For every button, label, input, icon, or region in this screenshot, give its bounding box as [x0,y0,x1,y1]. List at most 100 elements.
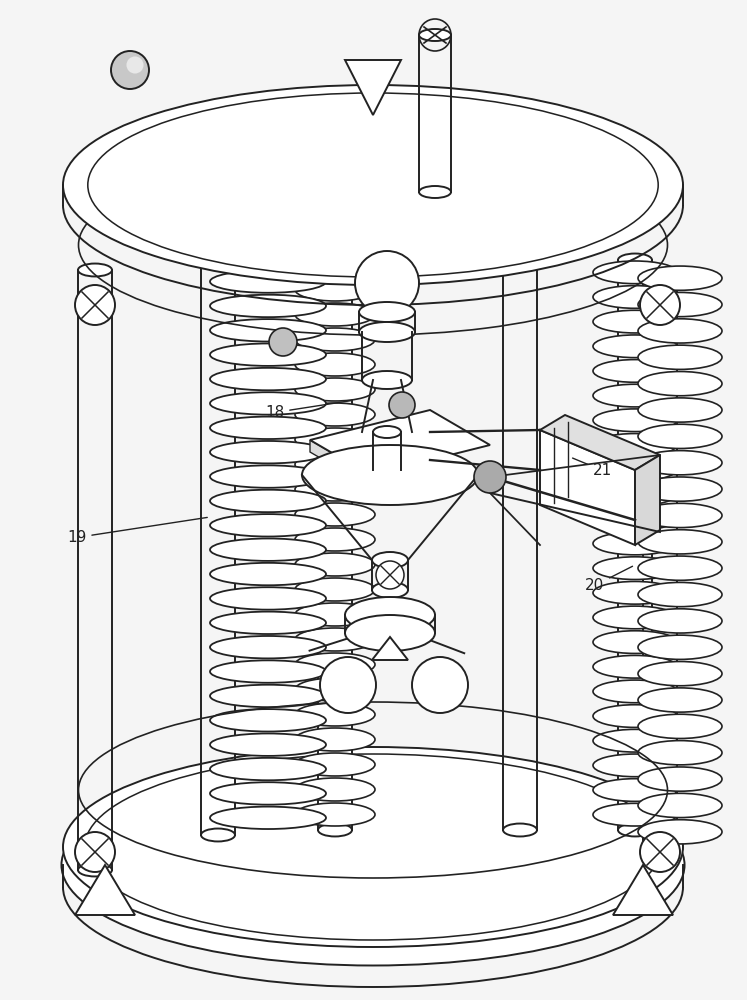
Ellipse shape [295,503,375,526]
Ellipse shape [593,360,677,382]
Text: 21: 21 [572,458,613,478]
Ellipse shape [593,729,677,752]
Ellipse shape [359,302,415,322]
Ellipse shape [295,253,375,276]
Ellipse shape [345,597,435,633]
Ellipse shape [638,556,722,580]
Polygon shape [345,60,401,115]
Ellipse shape [638,741,722,765]
Ellipse shape [210,368,326,390]
Ellipse shape [302,445,478,505]
Ellipse shape [593,409,677,432]
Ellipse shape [593,779,677,801]
Ellipse shape [295,353,375,376]
Ellipse shape [318,824,352,836]
Ellipse shape [210,514,326,537]
Ellipse shape [638,372,722,396]
Ellipse shape [61,764,684,966]
Polygon shape [540,430,635,545]
Ellipse shape [593,631,677,653]
Polygon shape [635,455,660,545]
Ellipse shape [210,709,326,732]
Ellipse shape [638,451,722,475]
Ellipse shape [638,345,722,369]
Ellipse shape [210,563,326,585]
Ellipse shape [63,747,683,947]
Ellipse shape [593,606,677,629]
Circle shape [355,251,419,315]
Ellipse shape [593,261,677,284]
Ellipse shape [638,292,722,317]
Ellipse shape [638,530,722,554]
Ellipse shape [295,553,375,576]
Ellipse shape [593,803,677,826]
Ellipse shape [210,417,326,439]
Ellipse shape [295,753,375,776]
Ellipse shape [638,635,722,659]
Circle shape [640,832,680,872]
Ellipse shape [593,286,677,308]
Polygon shape [310,410,490,475]
Ellipse shape [295,678,375,701]
Ellipse shape [210,685,326,707]
Ellipse shape [295,403,375,426]
Ellipse shape [372,552,408,568]
Circle shape [269,328,297,356]
Ellipse shape [295,778,375,801]
Ellipse shape [593,705,677,727]
Ellipse shape [638,767,722,791]
Ellipse shape [210,343,326,366]
Ellipse shape [201,829,235,841]
Circle shape [75,285,115,325]
Ellipse shape [638,688,722,712]
Ellipse shape [638,714,722,738]
Ellipse shape [210,807,326,829]
Ellipse shape [359,322,415,342]
Text: 18: 18 [265,400,353,420]
Ellipse shape [210,246,326,268]
Ellipse shape [638,609,722,633]
Ellipse shape [210,612,326,634]
Ellipse shape [210,538,326,561]
Ellipse shape [593,483,677,506]
Ellipse shape [593,335,677,358]
Ellipse shape [295,578,375,601]
Ellipse shape [295,328,375,351]
Ellipse shape [362,371,412,389]
Ellipse shape [78,864,112,876]
Circle shape [111,51,149,89]
Circle shape [389,392,415,418]
Text: 20: 20 [585,566,633,593]
Ellipse shape [295,428,375,451]
Ellipse shape [638,319,722,343]
Ellipse shape [593,310,677,333]
Ellipse shape [210,587,326,610]
Polygon shape [310,440,370,487]
Ellipse shape [210,758,326,780]
Ellipse shape [593,384,677,407]
Polygon shape [75,865,135,915]
Ellipse shape [63,85,683,285]
Ellipse shape [210,270,326,293]
Ellipse shape [210,490,326,512]
Ellipse shape [295,378,375,401]
Ellipse shape [638,266,722,290]
Ellipse shape [210,660,326,683]
Ellipse shape [210,465,326,488]
Ellipse shape [419,29,451,41]
Ellipse shape [210,295,326,317]
Ellipse shape [210,733,326,756]
Text: 19: 19 [67,517,207,545]
Ellipse shape [295,603,375,626]
Ellipse shape [643,844,677,856]
Ellipse shape [210,782,326,805]
Ellipse shape [210,636,326,658]
Circle shape [126,56,143,74]
Ellipse shape [638,582,722,607]
Ellipse shape [419,186,451,198]
Ellipse shape [638,398,722,422]
Ellipse shape [210,319,326,342]
Circle shape [320,657,376,713]
Circle shape [75,832,115,872]
Ellipse shape [201,254,235,266]
